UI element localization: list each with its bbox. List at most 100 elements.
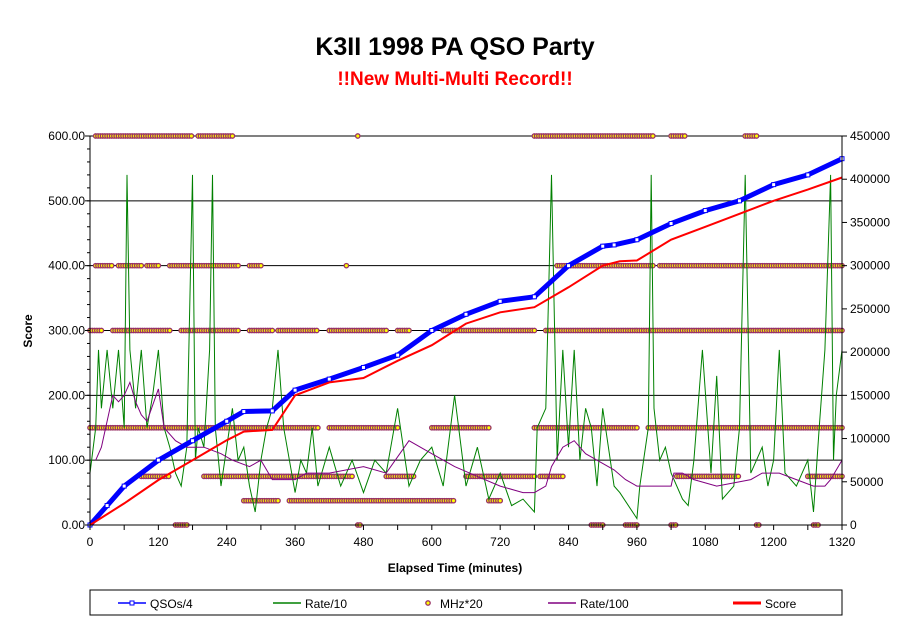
y2-tick-label: 100000 xyxy=(850,432,890,446)
qsos-point xyxy=(360,364,366,370)
mhz-point xyxy=(394,424,401,431)
qsos-point xyxy=(326,376,332,382)
rate100-line xyxy=(95,380,843,494)
qsos-point xyxy=(600,243,606,249)
y2-tick-label: 150000 xyxy=(850,388,890,402)
qsos-point xyxy=(121,483,127,489)
y2-tick-label: 400000 xyxy=(850,172,890,186)
x-tick-label: 1080 xyxy=(692,535,719,549)
mhz-point xyxy=(108,262,115,269)
qsos-point xyxy=(395,352,401,358)
mhz-point xyxy=(138,262,145,269)
y2-tick-label: 0 xyxy=(850,518,857,532)
mhz-point xyxy=(235,327,241,334)
qsos-point xyxy=(634,237,640,243)
mhz-point xyxy=(229,133,236,139)
mhz-point xyxy=(450,497,457,504)
mhz-point xyxy=(634,424,640,431)
rate10-line xyxy=(89,174,843,520)
legend-label: QSOs/4 xyxy=(150,597,193,611)
mhz-point xyxy=(166,327,173,334)
qsos-point xyxy=(463,311,469,317)
mhz-point xyxy=(681,133,688,139)
x-tick-label: 480 xyxy=(353,535,373,549)
y2-tick-label: 450000 xyxy=(850,129,890,143)
qsos-point xyxy=(771,182,777,188)
mhz-point xyxy=(155,262,162,269)
legend-label: Rate/100 xyxy=(580,597,629,611)
x-tick-label: 960 xyxy=(627,535,647,549)
mhz-point xyxy=(188,133,195,139)
qsos-point xyxy=(155,457,161,463)
qsos-point xyxy=(292,387,298,393)
qsos-point xyxy=(611,242,617,248)
mhz-point xyxy=(650,262,656,269)
x-tick-label: 1200 xyxy=(760,535,787,549)
gridlines xyxy=(90,135,842,461)
qsos-point xyxy=(269,408,275,414)
mhz-point xyxy=(735,473,742,480)
y-tick-label: 400.00 xyxy=(48,259,85,273)
legend-box xyxy=(89,589,843,616)
x-tick-label: 720 xyxy=(490,535,510,549)
qsos-line xyxy=(88,156,844,527)
mhz-point xyxy=(559,473,566,480)
y2-tick-label: 300000 xyxy=(850,259,890,273)
x-axis-label: Elapsed Time (minutes) xyxy=(388,561,522,575)
mhz-point xyxy=(485,424,492,431)
qsos-point xyxy=(224,418,230,424)
mhz-point xyxy=(275,497,281,504)
y-tick-label: 600.00 xyxy=(48,129,85,143)
x-tick-label: 1320 xyxy=(829,535,856,549)
mhz-point xyxy=(497,497,504,504)
x-tick-label: 240 xyxy=(217,535,237,549)
legend-label: Rate/10 xyxy=(305,597,347,611)
mhz-point xyxy=(313,327,320,334)
qsos-point xyxy=(104,503,110,509)
qsos-point xyxy=(241,409,247,415)
series-group xyxy=(87,133,845,528)
qsos-point xyxy=(668,221,674,227)
y2-tick-label: 250000 xyxy=(850,302,890,316)
legend-label: Score xyxy=(765,597,797,611)
legend-qsos-marker xyxy=(129,600,135,606)
y2-tick-label: 200000 xyxy=(850,345,890,359)
mhz-point xyxy=(531,327,538,334)
mhz-point xyxy=(235,262,241,269)
mhz-point xyxy=(753,133,760,139)
y-tick-label: 200.00 xyxy=(48,388,85,402)
mhz-point xyxy=(354,133,361,139)
qsos-point xyxy=(805,172,811,178)
mhz-point xyxy=(406,327,412,334)
qsos-point xyxy=(702,208,708,214)
mhz-point xyxy=(98,327,105,334)
legend: QSOs/4 Rate/10 MHz*20 Rate/100 Score xyxy=(89,589,843,616)
qsos-point xyxy=(566,263,572,269)
mhz-point xyxy=(258,262,264,269)
qsos-point xyxy=(497,298,503,304)
legend-mhz-marker xyxy=(425,600,431,606)
chart-title: K3II 1998 PA QSO Party xyxy=(315,33,594,61)
x-tick-label: 360 xyxy=(285,535,305,549)
qsos-point xyxy=(429,328,435,333)
y-tick-label: 300.00 xyxy=(48,324,85,338)
chart-subtitle: !!New Multi-Multi Record!! xyxy=(337,69,572,90)
qsos-point xyxy=(736,198,742,204)
x-tick-label: 840 xyxy=(559,535,579,549)
mhz-point xyxy=(383,327,390,334)
y-tick-label: 100.00 xyxy=(48,453,85,467)
y-axis-label: Score xyxy=(21,314,35,348)
qsos-point xyxy=(190,438,196,444)
mhz-point xyxy=(343,262,350,269)
x-tick-label: 120 xyxy=(148,535,168,549)
x-tick-label: 0 xyxy=(87,535,94,549)
y2-tick-label: 50000 xyxy=(850,475,884,489)
qsos-point xyxy=(531,294,537,300)
y2-tick-label: 350000 xyxy=(850,215,890,229)
mhz-point xyxy=(349,473,355,480)
axes: 0.00 100.00 200.00 300.00 400.00 500.00 600.00… xyxy=(48,129,890,549)
y-tick-label: 500.00 xyxy=(48,194,85,208)
legend-label: MHz*20 xyxy=(440,597,483,611)
x-tick-label: 600 xyxy=(422,535,442,549)
